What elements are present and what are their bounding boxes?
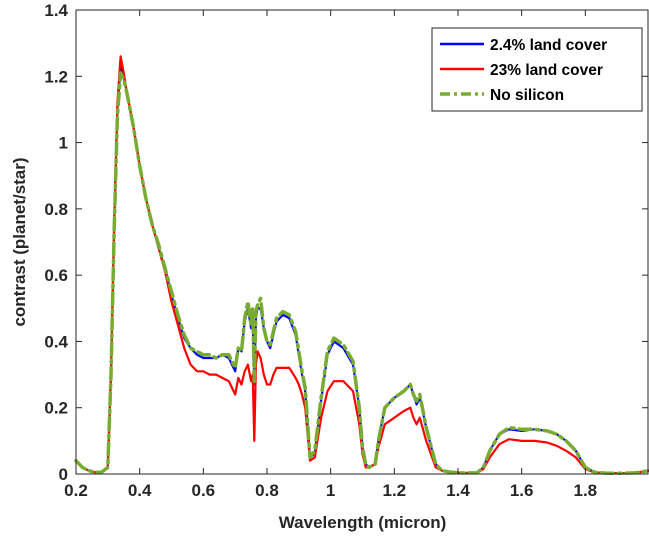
y-tick-label: 1.4	[44, 1, 68, 20]
legend: 2.4% land cover 23% land cover No silicon	[431, 27, 643, 112]
plot-frame	[75, 9, 649, 475]
y-axis-ticks: 0 0.2 0.4 0.6 0.8 1 1.2 1.4	[44, 1, 648, 484]
y-tick-label: 1.2	[44, 67, 68, 86]
x-tick-label: 1	[326, 481, 335, 500]
x-tick-label: 1.2	[383, 481, 407, 500]
x-tick-label: 0.8	[255, 481, 279, 500]
plot-lines	[74, 55, 649, 476]
y-axis-label: contrast (planet/star)	[10, 157, 29, 326]
x-tick-label: 1.8	[574, 481, 598, 500]
x-tick-label: 1.6	[510, 481, 534, 500]
x-axis-ticks: 0.2 0.4 0.6 0.8 1 1.2 1.4 1.6 1.8	[64, 10, 597, 500]
legend-label-1: 2.4% land cover	[490, 37, 607, 54]
y-tick-label: 0.6	[44, 266, 68, 285]
series-line-3	[74, 71, 649, 476]
y-tick-label: 0	[59, 465, 68, 484]
x-axis-label: Wavelength (micron)	[279, 513, 447, 532]
x-tick-label: 0.2	[64, 481, 88, 500]
y-tick-label: 0.4	[44, 332, 68, 351]
y-tick-label: 1	[59, 134, 68, 153]
x-tick-label: 0.4	[128, 481, 152, 500]
x-tick-label: 0.6	[192, 481, 216, 500]
legend-label-3: No silicon	[490, 87, 564, 104]
y-tick-label: 0.2	[44, 399, 68, 418]
x-tick-label: 1.4	[446, 481, 470, 500]
y-tick-label: 0.8	[44, 200, 68, 219]
legend-label-2: 23% land cover	[490, 62, 603, 79]
